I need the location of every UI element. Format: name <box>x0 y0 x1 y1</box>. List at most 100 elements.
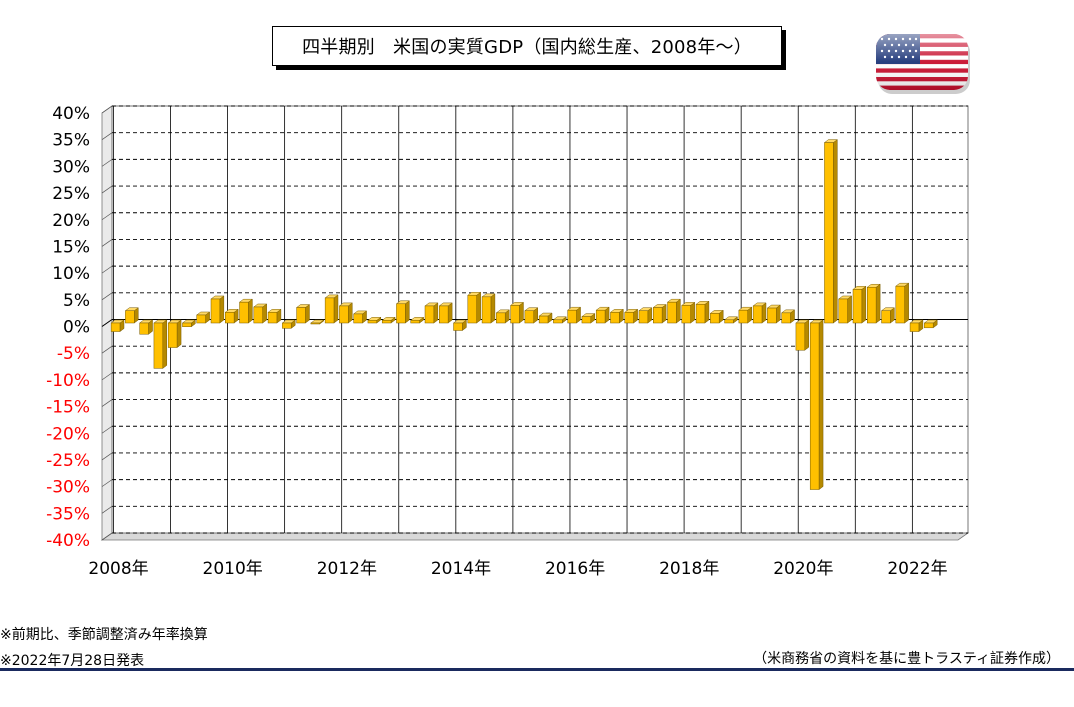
y-gridline-side <box>101 265 113 274</box>
gdp-bar <box>738 309 748 324</box>
bottom-rule <box>0 668 1074 671</box>
gdp-bar <box>881 310 891 324</box>
note-seasonal-adjustment: ※前期比、季節調整済み年率換算 <box>0 627 208 643</box>
bar-side <box>519 301 524 324</box>
gdp-bar <box>296 307 306 324</box>
gdp-bar <box>367 320 378 324</box>
gdp-bar <box>496 312 506 324</box>
x-tick-label: 2020年 <box>773 559 833 579</box>
bar-side <box>833 139 838 324</box>
gdp-bar <box>924 322 934 329</box>
y-tick-label: -35% <box>46 504 90 524</box>
bar-side <box>761 302 767 324</box>
y-tick-label: -30% <box>46 478 90 498</box>
gdp-bar <box>752 305 763 324</box>
bar-side <box>861 285 867 324</box>
y-tick-label: -40% <box>46 531 90 551</box>
gdp-bar <box>310 322 320 325</box>
y-gridline-side <box>101 212 113 221</box>
x-tick-label: 2014年 <box>431 559 491 579</box>
source-credit: （米商務省の資料を基に豊トラスティ証券作成） <box>753 651 1060 667</box>
gdp-bar <box>724 319 734 324</box>
gdp-bar <box>225 312 235 324</box>
bar-side <box>904 282 909 324</box>
gdp-bar <box>767 307 777 324</box>
gdp-bar <box>710 313 720 324</box>
gdp-bar <box>610 312 620 324</box>
y-tick-label: -5% <box>57 344 90 364</box>
gdp-bar <box>581 316 592 324</box>
chart-title: 四半期別 米国の実質GDP（国内総生産、2008年～） <box>272 26 782 66</box>
gdp-bar <box>353 313 363 324</box>
gdp-bar <box>182 322 192 327</box>
gdp-bar <box>595 309 606 324</box>
y-tick-label: 5% <box>63 291 90 311</box>
bar-side <box>433 302 439 324</box>
x-tick-label: 2022年 <box>887 559 947 579</box>
gdp-bar <box>196 314 206 324</box>
y-tick-label: -20% <box>46 424 90 444</box>
bar-side <box>347 302 353 324</box>
y-tick-label: -10% <box>46 371 90 391</box>
gdp-bar <box>167 322 178 348</box>
plot-wall <box>102 106 968 540</box>
gdp-bar <box>638 310 649 324</box>
zero-line-side <box>101 319 113 327</box>
y-tick-label: 20% <box>52 211 90 231</box>
x-tick-label: 2016年 <box>545 559 605 579</box>
y-gridline-side <box>101 345 113 354</box>
bar-side <box>476 291 481 324</box>
gdp-bar <box>324 297 335 324</box>
gdp-bar <box>624 312 634 324</box>
gdp-bar <box>852 289 863 324</box>
x-tick-label: 2010年 <box>203 559 263 579</box>
gdp-bar <box>267 312 278 324</box>
bar-side <box>176 319 182 349</box>
gdp-bar <box>838 298 848 324</box>
gdp-bar <box>110 322 121 332</box>
bar-side <box>162 319 168 369</box>
y-gridline-side <box>101 399 113 407</box>
y-tick-label: -15% <box>46 398 90 418</box>
y-gridline-side <box>101 185 113 194</box>
y-gridline-side <box>101 506 113 514</box>
gdp-bar <box>424 305 435 324</box>
gdp-bar <box>567 309 577 324</box>
y-gridline-side <box>101 479 113 487</box>
gdp-bar <box>524 310 534 324</box>
x-tick-label: 2012年 <box>317 559 377 579</box>
gdp-bar <box>781 312 791 324</box>
bar-side <box>676 298 681 324</box>
x-tick-label: 2018年 <box>659 559 719 579</box>
gdp-bar <box>824 142 834 324</box>
gdp-bar <box>809 322 820 490</box>
y-tick-label: 30% <box>52 157 90 177</box>
y-gridline-side <box>101 452 113 461</box>
gdp-bar <box>453 322 463 331</box>
gdp-bar <box>895 285 905 324</box>
gdp-bar <box>410 320 420 324</box>
bar-side <box>704 300 710 324</box>
bar-side <box>405 300 410 324</box>
x-tick-label: 2008年 <box>88 559 148 579</box>
gdp-bar <box>538 315 549 324</box>
y-tick-label: 40% <box>52 104 90 124</box>
gdp-bar <box>239 301 249 324</box>
gdp-bar <box>139 322 149 335</box>
bar-side <box>818 319 824 491</box>
gdp-bar <box>282 322 292 329</box>
gdp-bar <box>695 304 706 324</box>
y-tick-label: 0% <box>63 318 90 338</box>
y-tick-label: 35% <box>52 131 90 151</box>
y-gridline-side <box>101 159 113 167</box>
gdp-bar <box>667 301 677 324</box>
y-gridline-side <box>101 105 113 114</box>
gdp-bar <box>653 307 663 324</box>
y-tick-label: -25% <box>46 451 90 471</box>
y-gridline-side <box>101 532 113 541</box>
bar-side <box>248 298 253 324</box>
y-tick-label: 15% <box>52 237 90 257</box>
gdp-bar <box>867 286 877 324</box>
gdp-bar <box>339 305 349 324</box>
